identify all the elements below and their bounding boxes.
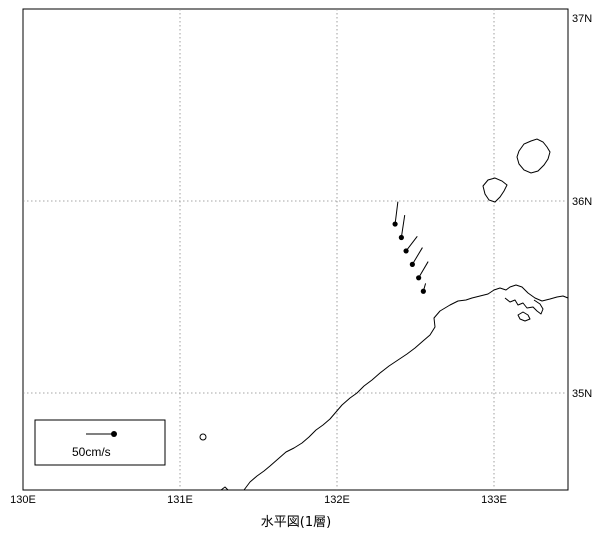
islet-small (220, 486, 229, 491)
current-vector-line (394, 201, 399, 225)
current-vector-station (398, 234, 404, 241)
y-tick-label: 36N (572, 196, 592, 208)
scale-label: 50cm/s (72, 445, 111, 459)
current-vector-station (392, 221, 398, 227)
current-vector-station (403, 248, 409, 254)
current-vector-station (420, 288, 426, 294)
island-dozen (482, 177, 508, 203)
x-tick-label: 131E (167, 494, 193, 506)
scale-dot (111, 431, 117, 437)
current-vector-line (418, 261, 429, 279)
island-islet (199, 433, 207, 441)
y-tick-label: 37N (572, 13, 592, 25)
island-dogo (516, 138, 551, 174)
graticule (23, 9, 568, 490)
peninsula-outline (504, 297, 544, 315)
scale-legend: 50cm/s (34, 419, 166, 466)
current-vector-line (400, 215, 406, 238)
coastline (243, 284, 569, 491)
current-vector-station (416, 275, 422, 281)
x-axis-labels: 130E 131E 132E 133E (10, 494, 507, 506)
current-vectors (392, 201, 429, 294)
current-vector-line (411, 247, 423, 265)
x-tick-label: 130E (10, 494, 36, 506)
map-title: 水平図(1層) (261, 515, 331, 530)
plot-frame (22, 8, 569, 491)
x-tick-label: 133E (481, 494, 507, 506)
y-axis-labels: 35N 36N 37N (572, 13, 592, 400)
current-vector-station (409, 261, 415, 267)
x-tick-label: 132E (324, 494, 350, 506)
scale-box (34, 419, 166, 466)
current-vector-line (405, 236, 418, 252)
y-tick-label: 35N (572, 388, 592, 400)
lake-outline (517, 311, 531, 322)
